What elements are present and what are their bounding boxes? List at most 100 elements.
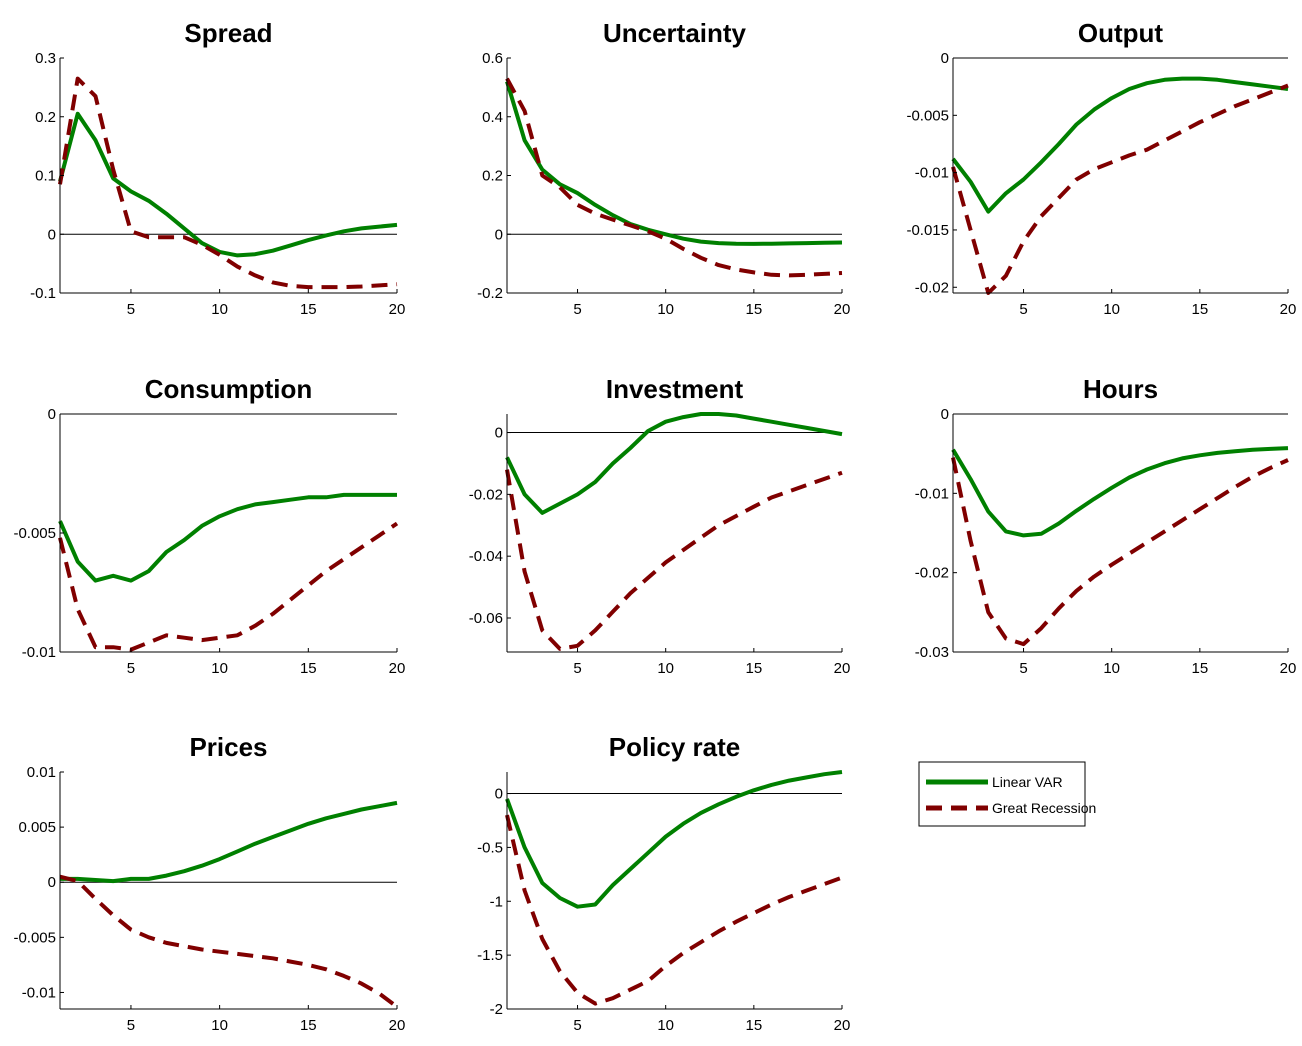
x-tick-label: 5	[127, 301, 135, 318]
legend-box	[918, 761, 1086, 827]
y-tick-label: -0.005	[906, 107, 949, 124]
y-tick-label: -0.015	[906, 222, 949, 239]
x-tick-label: 10	[211, 660, 228, 677]
y-tick-label: -0.01	[915, 165, 949, 182]
y-tick-label: -0.005	[13, 929, 56, 946]
panel-prices: Prices 5 10 15 20 -0.01 -0.005 0 0.005 0.01	[13, 732, 405, 1034]
x-tick-label: 10	[657, 660, 674, 677]
y-tick-label: 0.6	[482, 50, 503, 67]
y-tick-label: -0.005	[13, 525, 56, 542]
x-tick-label: 15	[300, 301, 317, 318]
y-tick-label: -0.04	[469, 548, 503, 565]
x-tick-label: 5	[127, 660, 135, 677]
x-tick-label: 15	[745, 660, 762, 677]
y-tick-label: 0	[941, 406, 949, 423]
y-tick-label: 0	[48, 226, 56, 243]
x-tick-label: 20	[1280, 660, 1297, 677]
x-tick-label: 10	[657, 301, 674, 318]
y-tick-label: -0.02	[915, 565, 949, 582]
y-tick-label: -0.5	[477, 839, 503, 856]
panel-uncertainty: Uncertainty 5 10 15 20 -0.2 0 0.2 0.4 0.6	[477, 18, 850, 318]
x-tick-label: 10	[211, 1017, 228, 1034]
y-tick-label: 0	[941, 50, 949, 67]
panel-spread: Spread 5 10 15 20 -0.1 0 0.1 0.2 0.3	[30, 18, 405, 318]
panel-title: Uncertainty	[603, 18, 747, 48]
panel-title: Output	[1078, 18, 1164, 48]
legend: Linear VAR Great Recession	[918, 761, 1096, 827]
series-great-recession-line	[951, 457, 1289, 647]
panel-title: Hours	[1083, 374, 1158, 404]
panel-output: Output 5 10 15 20 -0.02 -0.015 -0.01 -0.005 0	[906, 18, 1296, 318]
legend-label-great-recession: Great Recession	[992, 800, 1096, 816]
y-tick-label: 0	[48, 874, 56, 891]
series-great-recession-line	[59, 874, 399, 1009]
panel-consumption: Consumption 5 10 15 20 -0.01 -0.005 0	[13, 374, 405, 677]
panels: Spread 5 10 15 20 -0.1 0 0.1 0.2 0.3 Uncertainty 5 1…	[13, 18, 1296, 1034]
x-tick-label: 5	[127, 1017, 135, 1034]
series-great-recession-line	[58, 521, 399, 652]
series-linear-var-line	[951, 76, 1289, 214]
y-tick-label: 0.2	[482, 168, 503, 185]
legend-label-linear-var: Linear VAR	[992, 774, 1063, 790]
y-tick-label: 0	[495, 226, 503, 243]
y-tick-label: -0.02	[469, 486, 503, 503]
series-linear-var-line	[58, 492, 397, 583]
panel-investment: Investment 5 10 15 20 -0.06 -0.04 -0.02 0	[469, 374, 851, 677]
panel-policy-rate: Policy rate 5 10 15 20 -2 -1.5 -1 -0.5 0	[477, 732, 850, 1034]
x-tick-label: 20	[389, 301, 406, 318]
x-tick-label: 5	[573, 660, 581, 677]
x-tick-label: 10	[211, 301, 228, 318]
y-tick-label: -0.03	[915, 644, 949, 661]
series-linear-var-line	[505, 80, 843, 246]
panel-hours: Hours 5 10 15 20 -0.03 -0.02 -0.01 0	[915, 374, 1297, 677]
y-tick-label: -0.02	[915, 279, 949, 296]
series-linear-var-line	[60, 800, 398, 884]
panel-title: Investment	[606, 374, 744, 404]
y-tick-label: 0.2	[35, 109, 56, 126]
x-tick-label: 10	[657, 1017, 674, 1034]
y-tick-label: 0.005	[18, 819, 56, 836]
series-great-recession-line	[505, 77, 843, 278]
x-tick-label: 20	[834, 301, 851, 318]
series-great-recession-line	[505, 469, 843, 651]
y-tick-label: 0	[495, 786, 503, 803]
series-great-recession-line	[58, 76, 398, 290]
x-tick-label: 20	[834, 660, 851, 677]
x-tick-label: 20	[834, 1017, 851, 1034]
panel-title: Consumption	[145, 374, 313, 404]
x-tick-label: 5	[573, 301, 581, 318]
series-linear-var-line	[58, 111, 398, 258]
x-tick-label: 20	[389, 660, 406, 677]
y-tick-label: -1	[490, 893, 503, 910]
y-tick-label: 0	[495, 425, 503, 442]
y-tick-label: 0.4	[482, 109, 503, 126]
x-tick-label: 15	[1191, 660, 1208, 677]
x-tick-label: 15	[745, 301, 762, 318]
panel-title: Prices	[189, 732, 267, 762]
x-tick-label: 10	[1103, 301, 1120, 318]
y-tick-label: -0.01	[22, 984, 56, 1001]
y-tick-label: 0.3	[35, 50, 56, 67]
y-tick-label: -0.01	[915, 485, 949, 502]
y-tick-label: -1.5	[477, 947, 503, 964]
panel-title: Policy rate	[609, 732, 741, 762]
x-tick-label: 15	[300, 660, 317, 677]
y-tick-label: 0.01	[27, 764, 56, 781]
x-tick-label: 15	[745, 1017, 762, 1034]
y-tick-label: -0.1	[30, 285, 56, 302]
series-linear-var-line	[505, 770, 843, 909]
x-tick-label: 20	[1280, 301, 1297, 318]
y-tick-label: 0	[48, 406, 56, 423]
x-tick-label: 5	[1019, 660, 1027, 677]
series-linear-var-line	[951, 446, 1289, 538]
y-tick-label: -2	[490, 1001, 503, 1018]
y-tick-label: 0.1	[35, 168, 56, 185]
y-tick-label: -0.06	[469, 610, 503, 627]
y-tick-label: -0.01	[22, 644, 56, 661]
panel-title: Spread	[184, 18, 272, 48]
series-great-recession-line	[951, 83, 1289, 295]
x-tick-label: 20	[389, 1017, 406, 1034]
x-tick-label: 5	[1019, 301, 1027, 318]
x-tick-label: 15	[300, 1017, 317, 1034]
